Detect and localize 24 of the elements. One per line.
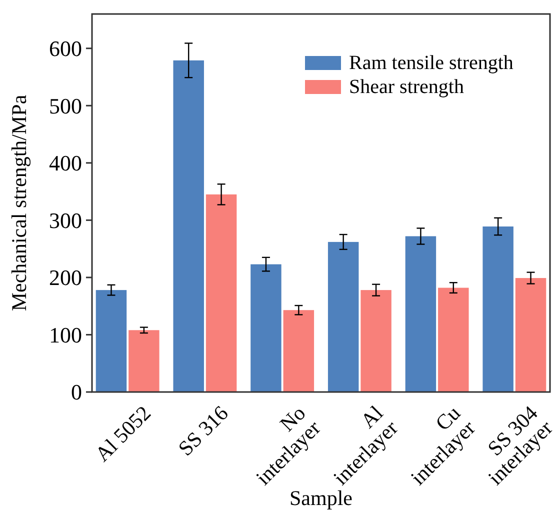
y-tick-label: 600 — [49, 36, 82, 62]
bar — [482, 226, 514, 392]
bar — [515, 278, 546, 392]
y-tick-label: 0 — [71, 380, 82, 405]
bar — [405, 236, 436, 392]
bar — [250, 264, 282, 392]
bar — [360, 290, 392, 392]
y-tick-label: 400 — [49, 150, 82, 176]
y-tick-label: 100 — [49, 322, 82, 348]
y-tick-label: 500 — [49, 93, 82, 118]
bar — [173, 60, 204, 392]
bar — [128, 330, 160, 392]
bar — [438, 288, 469, 392]
bar — [283, 310, 314, 392]
x-axis-title: Sample — [290, 486, 352, 510]
y-axis-title: Mechanical strength/MPa — [7, 94, 31, 312]
bar — [328, 242, 359, 392]
legend-label: Ram tensile strength — [349, 52, 514, 74]
bar — [96, 290, 127, 392]
x-tick-label: SS 316 — [173, 400, 233, 460]
legend-label: Shear strength — [349, 76, 464, 98]
y-tick-label: 200 — [49, 265, 82, 290]
y-tick-label: 300 — [49, 208, 82, 233]
bar — [206, 194, 237, 392]
